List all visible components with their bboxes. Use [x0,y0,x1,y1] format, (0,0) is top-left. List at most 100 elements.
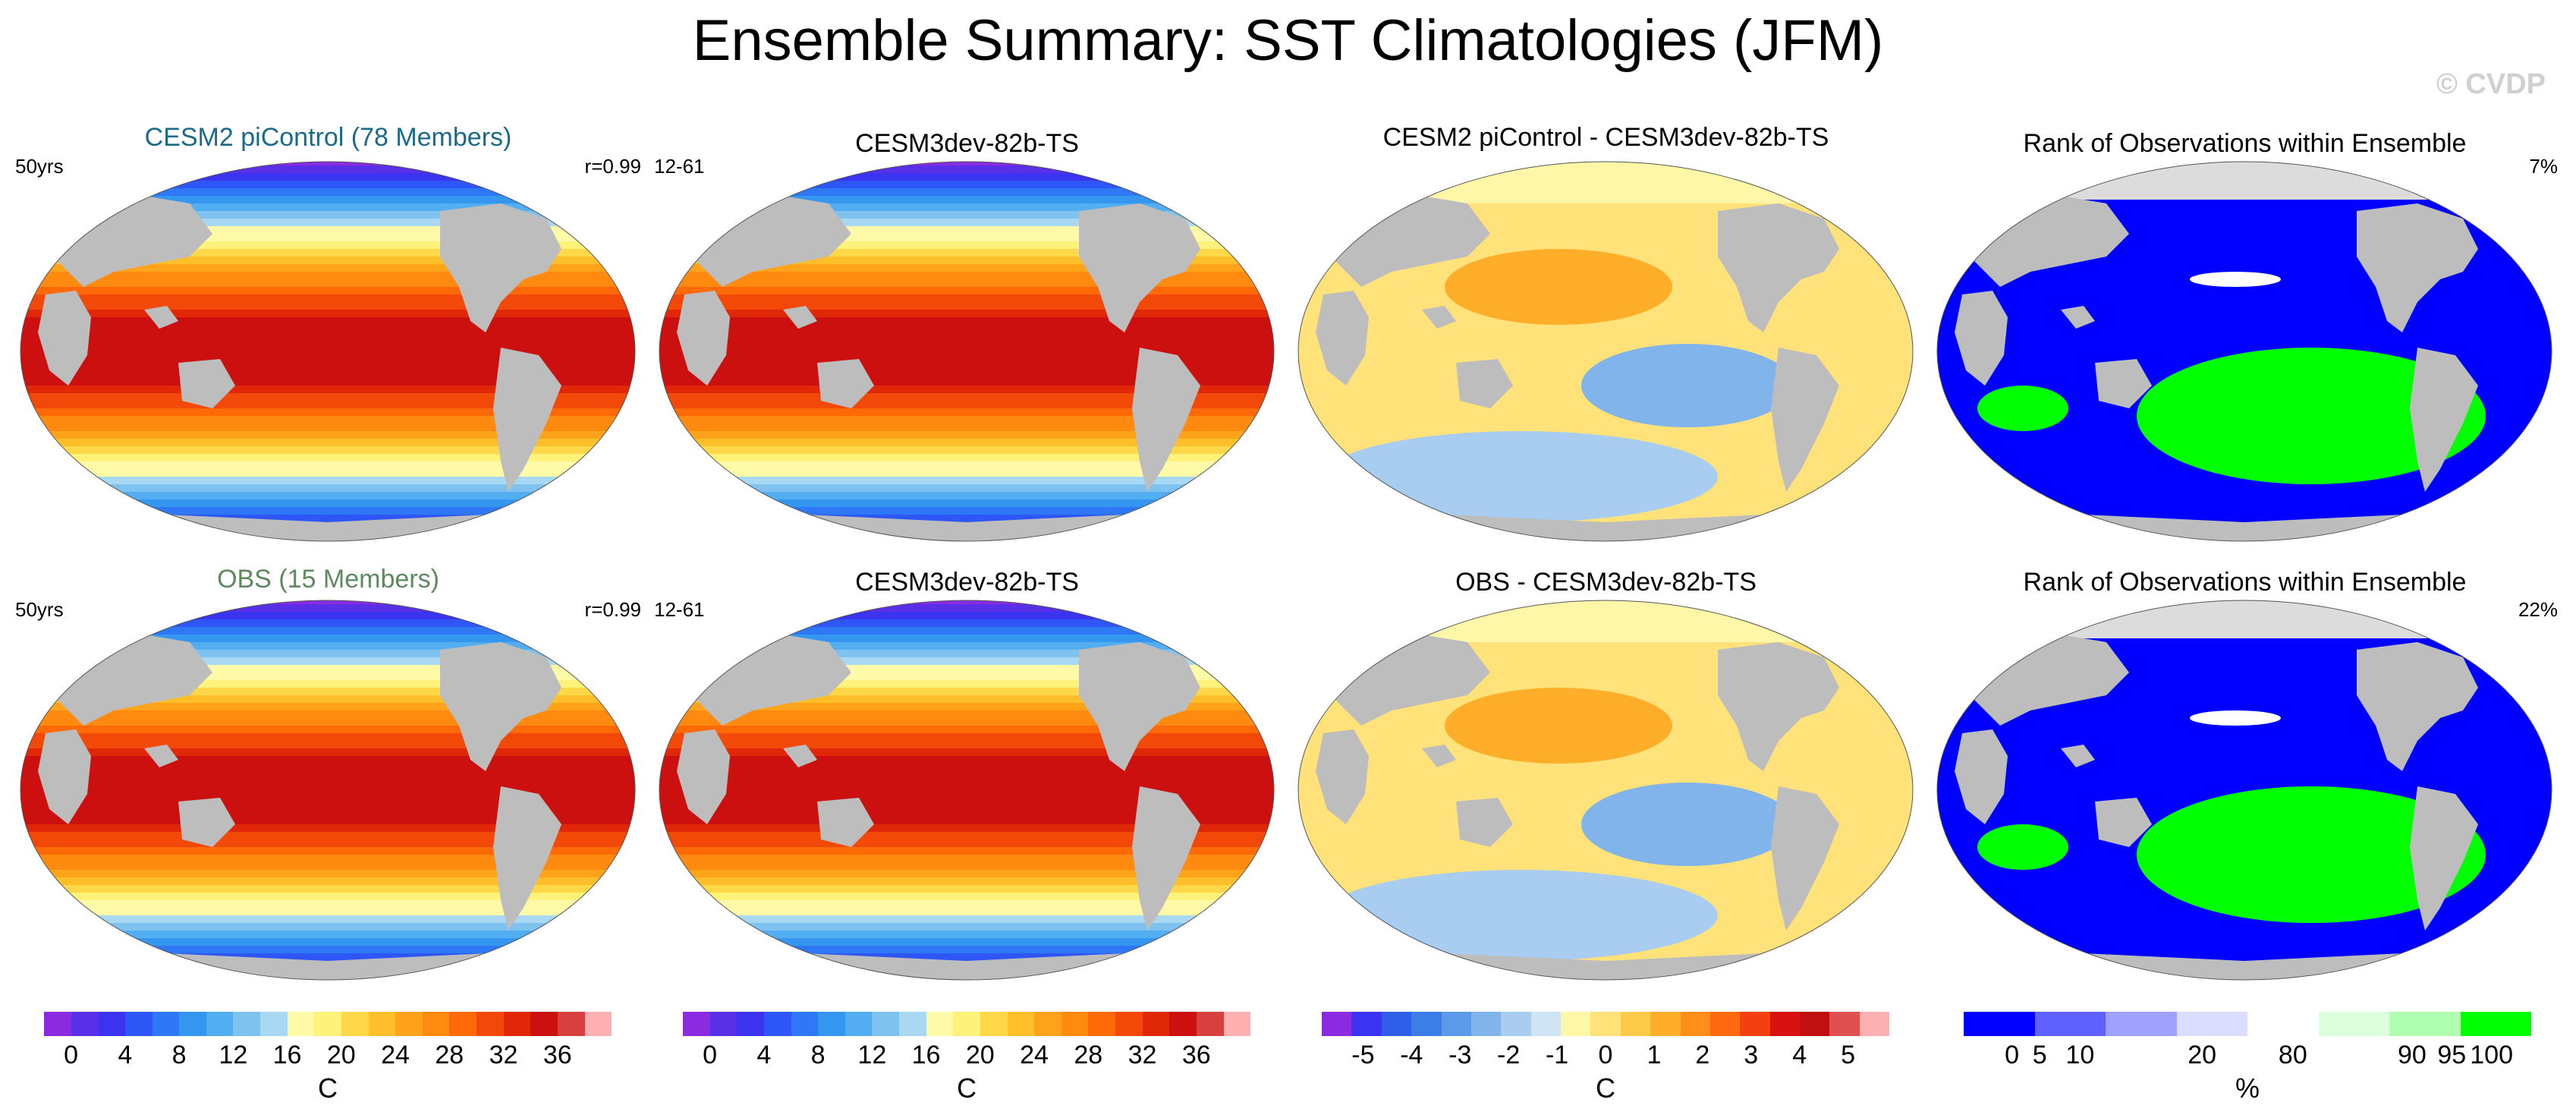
colorbar-tick-label: 8 [171,1041,187,1069]
land-mass [178,359,235,408]
colorbar-swatch [845,1012,873,1036]
sst-band [659,363,1274,371]
diff-cool-region [1323,870,1718,961]
colorbar-swatch [1351,1012,1382,1036]
panel-title: CESM3dev-82b-TS [855,568,1079,597]
colorbar-swatch [503,1012,531,1036]
land-mass [2095,798,2152,847]
sst-band [659,340,1274,348]
sst-band [20,657,635,666]
rank-mid-region [2190,710,2281,726]
diff-map [1297,161,1914,542]
colorbar-swatch [1620,1012,1651,1036]
sst-band [20,862,635,871]
land-mass [783,306,817,329]
colorbar-unit: C [1596,1072,1615,1104]
land-mass [1079,203,1200,332]
sst-band [20,515,635,523]
sst-band [20,165,635,174]
sst-band [20,477,635,485]
sst-band [659,710,1274,719]
land-mass [2357,203,2478,332]
sst-band [20,923,635,931]
colorbar-tick-label: 36 [1181,1041,1211,1069]
sst-band [20,181,635,189]
colorbar-ticks: 0 5 10 20 80 90 95 100 [1964,1041,2531,1071]
sst-band [20,771,635,780]
colorbar-swatch [449,1012,477,1036]
colorbar-tick-label: -3 [1448,1041,1472,1069]
colorbar-swatch [980,1012,1008,1036]
sst-colorbar-2: 0 4 8 12 16 20 24 28 32 36 C [683,1012,1251,1104]
land-mass [1132,348,1200,492]
colorbar-ticks: -5 -4 -3 -2 -1 0 1 2 3 4 5 [1322,1041,1889,1071]
colorbar-swatch [368,1012,396,1036]
colorbar-tick-label: 20 [2188,1041,2217,1069]
rank-high-region [1977,386,2068,431]
panel-title: Rank of Observations within Ensemble [2023,568,2467,597]
rank-background [1937,600,2552,980]
sst-band [20,484,635,493]
sst-band [20,748,635,757]
sst-band [20,764,635,772]
sst-band [20,832,635,840]
sst-band [20,794,635,802]
sst-band [659,393,1274,402]
land-mass [1955,729,2008,824]
sst-band [20,710,635,719]
colorbar-swatch [152,1012,180,1036]
sst-band [659,257,1274,265]
colorbar-swatch [557,1012,585,1036]
land-mass [1824,188,1858,226]
colorbar-tick-label: 1 [1647,1041,1662,1069]
land-mass [2463,188,2497,226]
panel-title: CESM2 piControl - CESM3dev-82b-TS [1382,123,1829,152]
rank-high-region [2137,348,2486,484]
sst-band [659,507,1274,515]
sst-band [659,196,1274,204]
sst-band [20,915,635,924]
sst-band [659,779,1274,787]
colorbar-tick-label: -2 [1497,1041,1521,1069]
sst-band [659,431,1274,439]
rank-missing-band [1937,600,2552,638]
sst-band [20,938,635,946]
panel-right-label: r=0.99 [584,155,641,178]
sst-band [659,604,1274,613]
sst-band [659,370,1274,379]
colorbar-swatch [206,1012,234,1036]
sst-band [659,515,1274,523]
colorbar-swatch [1501,1012,1531,1036]
panel-cesm3dev: CESM3dev-82b-TS 12-61 [654,121,1280,546]
sst-band [659,650,1274,658]
sst-band [20,332,635,341]
sst-band [659,446,1274,455]
sst-band [20,855,635,863]
sst-band [20,931,635,939]
land-mass [546,627,580,665]
colorbar-swatch [2106,1012,2177,1036]
colorbar-swatch [341,1012,369,1036]
colorbar-unit: C [957,1072,977,1104]
colorbar-swatch [395,1012,423,1036]
sst-band [659,893,1274,901]
colorbar-swatch [2389,1012,2461,1036]
colorbar-tick-label: 28 [1074,1041,1103,1069]
sst-band [659,657,1274,666]
colorbar-tick-label: 32 [489,1041,518,1069]
sst-band [659,317,1274,326]
sst-band [659,824,1274,833]
sst-band [20,162,635,166]
sst-band [20,870,635,878]
sst-band [20,234,635,242]
sst-band [659,627,1274,635]
colorbar-swatch [1561,1012,1591,1036]
colorbar-swatch [44,1012,71,1036]
sst-band [20,604,635,613]
sst-band [659,461,1274,470]
colorbar-swatch [1034,1012,1062,1036]
sst-band [659,378,1274,386]
sst-band [659,492,1274,500]
sst-band [659,839,1274,848]
land-mass [144,745,178,767]
